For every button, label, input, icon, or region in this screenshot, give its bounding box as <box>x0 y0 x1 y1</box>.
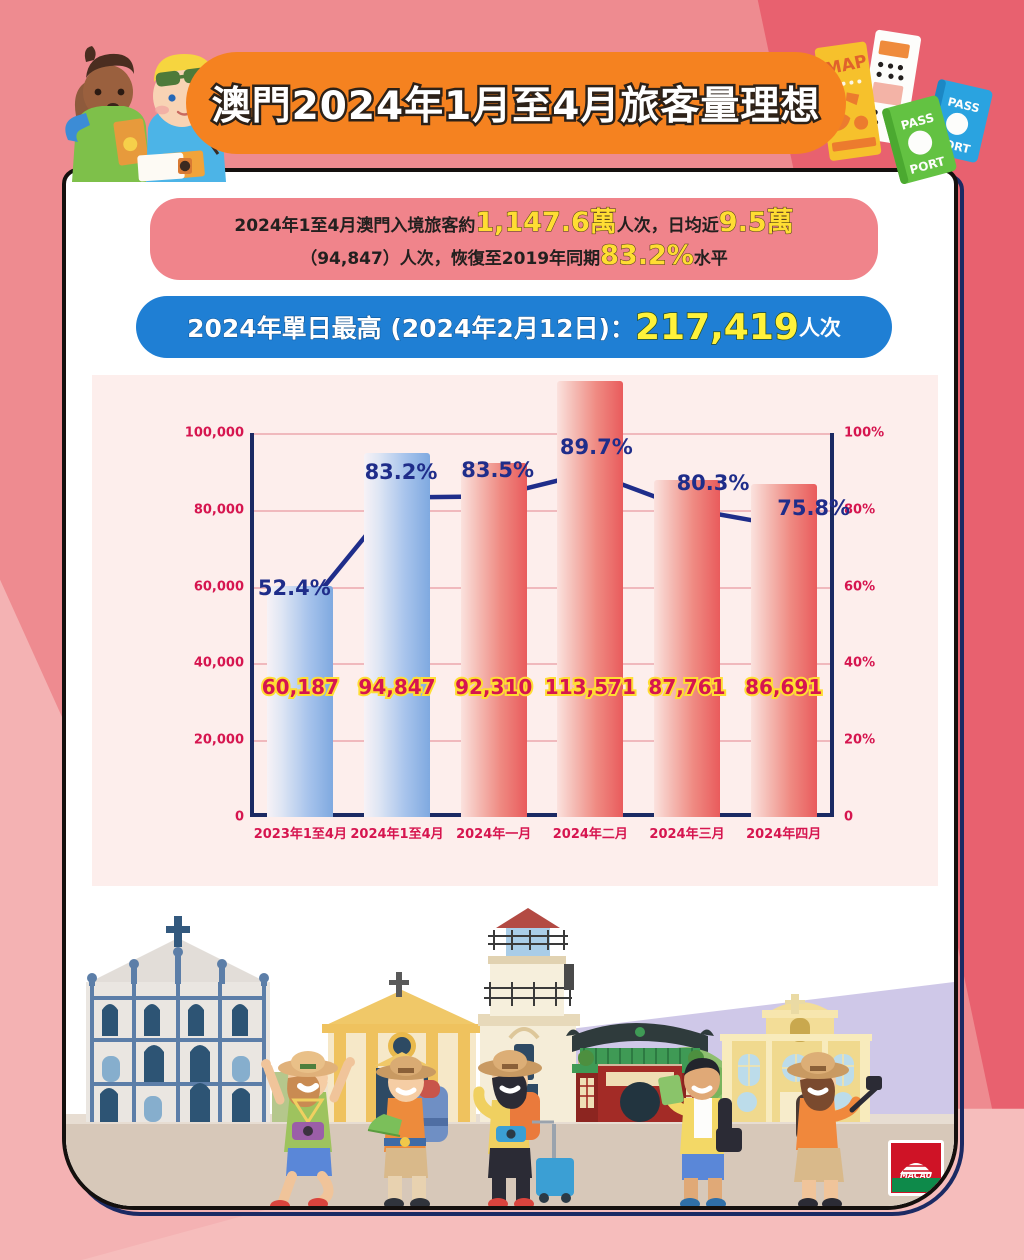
y-axis-tick-right: 60% <box>844 579 876 595</box>
bar-value-label: 92,310 <box>453 673 534 701</box>
summary-text-2a: （94,847）人次，恢復至2019年同期 <box>300 248 601 269</box>
recovery-rate-label: 83.2% <box>364 459 438 484</box>
y-axis-tick-left: 80,000 <box>193 502 244 518</box>
chart-gridline <box>252 663 832 666</box>
chart-canvas: 0 20,000 40,000 60,000 80,000 100,000 0 20% 40% 6… <box>92 375 938 907</box>
bar-value-label: 60,187 <box>260 673 341 701</box>
x-axis-category-label: 2024年一月 <box>456 827 532 842</box>
chart-gridline <box>252 433 832 435</box>
peak-day-banner: 2024年單日最高 (2024年2月12日)： 217,419 人次 <box>136 296 892 358</box>
chart-bar: 86,691 <box>743 484 824 817</box>
x-axis-category-label: 2024年三月 <box>649 827 725 842</box>
chart-bar: 87,761 <box>646 480 728 817</box>
main-card: 2024年1至4月澳門入境旅客約1,147.6萬人次，日均近9.5萬 （94,8… <box>62 168 958 1210</box>
y-axis-tick-right: 0 <box>844 809 854 825</box>
summary-text-1a: 2024年1至4月澳門入境旅客約 <box>234 216 476 237</box>
chart-panel: 0 20,000 40,000 60,000 80,000 100,000 0 20% 40% 6… <box>92 375 938 907</box>
recovery-rate-label: 75.8% <box>777 495 851 520</box>
summary-value-recovery: 83.2% <box>600 239 695 271</box>
chart-axis-bottom <box>250 813 834 817</box>
y-axis-tick-left: 60,000 <box>193 579 244 595</box>
macau-cityscape-illustration <box>66 886 954 1206</box>
chart-axis-left <box>250 433 254 817</box>
macau-logo-text: MACAU <box>900 1171 933 1180</box>
page-title-banner: 澳門2024年1月至4月旅客量理想 <box>186 52 846 154</box>
chart-bar: 92,310 <box>453 462 534 817</box>
y-axis-tick-right: 100% <box>844 425 885 441</box>
y-axis-tick-right: 20% <box>844 732 876 748</box>
page-title: 澳門2024年1月至4月旅客量理想 <box>209 82 822 132</box>
chart-gridline <box>252 740 832 743</box>
recovery-rate-label: 52.4% <box>257 575 331 600</box>
y-axis-tick-left: 0 <box>234 809 244 825</box>
bar-value-label: 94,847 <box>356 673 437 701</box>
y-axis-tick-right: 80% <box>844 502 876 518</box>
bar-value-label: 113,571 <box>543 673 638 701</box>
y-axis-tick-right: 40% <box>844 655 876 671</box>
y-axis-tick-left: 100,000 <box>184 425 244 441</box>
chart-gridline <box>252 586 832 589</box>
chart-gridline <box>252 509 832 512</box>
summary-line-2: （94,847）人次，恢復至2019年同期83.2%水平 <box>300 239 728 271</box>
chart-bar: 94,847 <box>356 452 438 817</box>
peak-day-value: 217,419 <box>634 306 799 349</box>
summary-pink-box: 2024年1至4月澳門入境旅客約1,147.6萬人次，日均近9.5萬 （94,8… <box>150 198 878 280</box>
x-axis-category-label: 2024年1至4月 <box>350 827 444 842</box>
x-axis-category-label: 2024年四月 <box>746 827 822 842</box>
y-axis-tick-left: 40,000 <box>193 655 244 671</box>
recovery-rate-label: 80.3% <box>676 470 750 495</box>
peak-day-unit: 人次 <box>798 316 841 340</box>
summary-value-daily: 9.5萬 <box>718 207 794 239</box>
chart-axis-right <box>830 433 834 817</box>
x-axis-category-label: 2023年1至4月 <box>253 827 347 842</box>
bar-value-label: 87,761 <box>646 673 727 701</box>
summary-value-total: 1,147.6萬 <box>475 207 617 239</box>
bar-value-label: 86,691 <box>743 673 824 701</box>
peak-day-label: 2024年單日最高 (2024年2月12日)： <box>187 314 636 344</box>
summary-text-1c: 人次，日均近 <box>616 216 719 237</box>
macau-logo: MACAU <box>888 1140 944 1196</box>
x-axis-category-label: 2024年二月 <box>552 827 628 842</box>
recovery-rate-label: 89.7% <box>559 434 633 459</box>
summary-text-2c: 水平 <box>693 248 728 269</box>
chart-bars: 60,187 94,847 92,310 113,571 87,761 86,691 <box>252 380 832 817</box>
y-axis-tick-left: 20,000 <box>193 732 244 748</box>
recovery-rate-label: 83.5% <box>461 458 535 483</box>
summary-line-1: 2024年1至4月澳門入境旅客約1,147.6萬人次，日均近9.5萬 <box>234 207 794 239</box>
chart-bar: 60,187 <box>260 585 341 817</box>
chart-bar: 113,571 <box>543 380 638 817</box>
